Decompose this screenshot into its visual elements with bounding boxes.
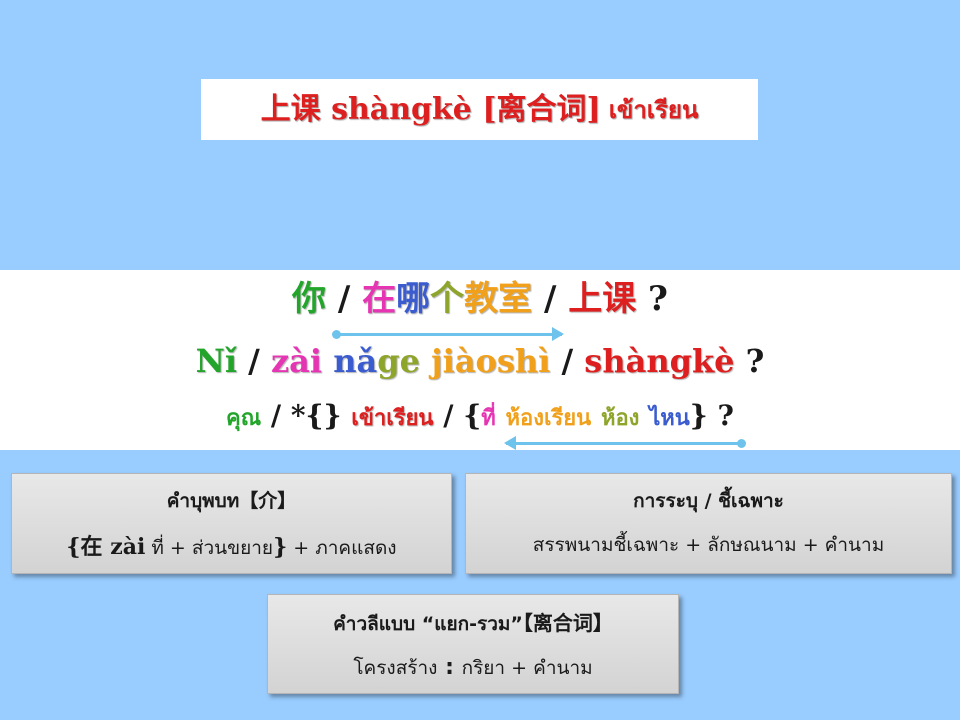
separable-heading-thai: คำวลีแบบ “แยก-รวม”	[333, 613, 523, 635]
separable-heading-chinese: 【离合词】	[522, 611, 613, 635]
space	[420, 342, 431, 380]
separator: /	[237, 342, 271, 380]
pinyin-ge: ge	[377, 342, 420, 380]
separator: /	[550, 342, 585, 380]
preposition-zai: {在 zài	[66, 534, 146, 560]
question-mark: ?	[636, 279, 668, 319]
preposition-heading-thai: คำบุพบท	[166, 490, 240, 512]
pinyin-na: nǎ	[333, 342, 378, 380]
sentence-pinyin: Nǐ / zài nǎge jiàoshì / shàngkè ?	[0, 345, 960, 377]
preposition-close-brace: }	[273, 534, 288, 560]
separable-colon: :	[437, 655, 462, 680]
question-mark: ?	[734, 342, 765, 380]
sentence-thai: คุณ / *{} เข้าเรียน / {ที่ ห้องเรียน ห้อ…	[0, 402, 960, 430]
thai-nai: ไหน	[649, 406, 690, 431]
space	[322, 342, 333, 380]
thai-thi: ที่	[481, 406, 496, 431]
separator: /	[261, 399, 291, 432]
word-na: 哪	[396, 279, 431, 319]
word-ni: 你	[292, 279, 327, 319]
arrow-right-icon	[332, 327, 564, 341]
word-zai: 在	[362, 279, 397, 319]
pinyin-zai: zài	[271, 342, 323, 380]
pinyin-ni: Nǐ	[195, 342, 238, 380]
title-chinese: 上课 shàngkè [离合词]	[260, 91, 601, 127]
separable-structure: โครงสร้าง : กริยา + คำนาม	[268, 657, 678, 679]
thai-khun: คุณ	[226, 406, 262, 431]
separator: /	[326, 279, 363, 319]
space	[342, 399, 352, 432]
word-shangke: 上课	[568, 279, 637, 319]
specifier-heading: การระบุ / ชี้เฉพาะ	[633, 490, 784, 512]
thai-hong: ห้อง	[600, 406, 640, 431]
preposition-modifier: ที่ + ส่วนขยาย	[145, 537, 274, 559]
preposition-box: คำบุพบท【介】 {在 zài ที่ + ส่วนขยาย} + ภาคแ…	[11, 473, 452, 574]
space	[639, 399, 649, 432]
specifier-structure: สรรพนามชี้เฉพาะ + ลักษณนาม + คำนาม	[532, 534, 885, 556]
sentence-chinese: 你 / 在哪个教室 / 上课 ?	[0, 282, 960, 316]
separable-heading: คำวลีแบบ “แยก-รวม”【离合词】	[268, 613, 678, 634]
separable-formula: กริยา + คำนาม	[461, 657, 593, 679]
separator: / {	[433, 399, 482, 432]
preposition-heading: คำบุพบท【介】	[12, 492, 451, 511]
title-thai: เข้าเรียน	[608, 95, 699, 124]
separable-word-box: คำวลีแบบ “แยก-รวม”【离合词】 โครงสร้าง : กริย…	[267, 594, 679, 694]
arrow-left-icon	[504, 436, 746, 450]
separable-structure-label: โครงสร้าง	[353, 657, 438, 679]
thai-hongrian: ห้องเรียน	[505, 406, 592, 431]
empty-slot: *{}	[290, 399, 342, 432]
space	[591, 399, 601, 432]
title-box: 上课 shàngkè [离合词] เข้าเรียน	[201, 79, 758, 140]
separator: /	[532, 279, 569, 319]
specifier-box: การระบุ / ชี้เฉพาะ สรรพนามชี้เฉพาะ + ลัก…	[465, 473, 952, 574]
word-jiaoshi: 教室	[464, 279, 533, 319]
preposition-structure: {在 zài ที่ + ส่วนขยาย} + ภาคแสดง	[12, 536, 451, 558]
thai-khaorian: เข้าเรียน	[351, 406, 434, 431]
preposition-predicate: + ภาคแสดง	[287, 537, 397, 559]
preposition-heading-chinese: 【介】	[239, 490, 297, 512]
sentence-band: 你 / 在哪个教室 / 上课 ? Nǐ / zài nǎge jiàoshì /…	[0, 270, 960, 450]
pinyin-shangke: shàngkè	[584, 342, 735, 380]
word-ge: 个	[430, 279, 465, 319]
pinyin-jiaoshi: jiàoshì	[431, 342, 551, 380]
closing-brace: } ?	[689, 399, 734, 432]
